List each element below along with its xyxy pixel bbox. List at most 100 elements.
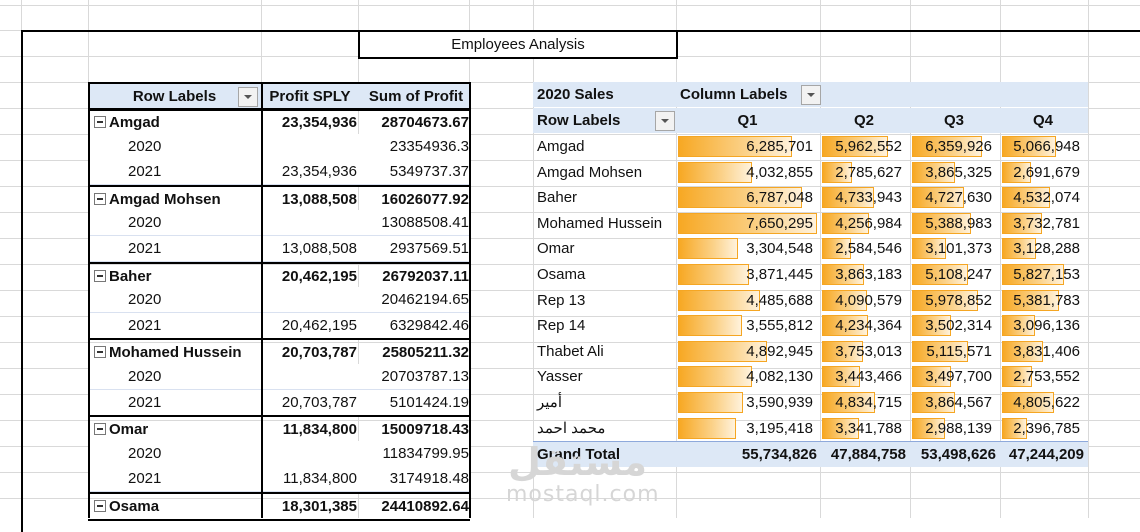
sum-of-profit-value[interactable]: 28704673.67 [381,114,469,131]
quarter-sales-cell[interactable]: 5,115,571 [912,340,996,362]
sum-of-profit-value[interactable]: 15009718.43 [381,421,469,439]
quarter-sales-cell[interactable]: 5,388,983 [912,212,996,234]
salesperson-label[interactable]: Osama [537,266,586,283]
quarter-sales-cell[interactable]: 3,502,314 [912,315,996,337]
profit-sply-value[interactable]: 20,462,195 [281,316,357,334]
quarter-sales-cell[interactable]: 3,096,136 [1002,315,1084,337]
quarter-sales-cell[interactable]: 2,691,679 [1002,161,1084,183]
quarter-sales-cell[interactable]: 4,727,630 [912,187,996,209]
salesperson-label[interactable]: Amgad Mohsen [537,163,643,181]
profit-sply-value[interactable] [263,134,357,159]
quarter-sales-cell[interactable]: 4,234,364 [822,315,906,337]
sum-of-profit-value[interactable]: 2937569.51 [389,240,469,257]
salesperson-label[interactable]: Omar [537,240,575,258]
grand-total-value[interactable]: 47,884,758 [830,446,906,464]
profit-sply-value[interactable]: 20,703,787 [281,344,357,362]
sum-of-profit-value[interactable]: 24410892.64 [381,498,469,515]
collapse-icon[interactable] [94,269,106,282]
quarter-sales-cell[interactable]: 3,863,183 [822,264,906,285]
profit-sply-value[interactable]: 11,834,800 [283,470,357,488]
quarter-sales-cell[interactable]: 4,532,074 [1002,187,1084,209]
quarter-sales-cell[interactable]: 2,753,552 [1002,366,1084,388]
salesperson-label[interactable]: Baher [537,189,578,207]
employee-label[interactable]: Mohamed Hussein [88,340,261,365]
quarter-sales-cell[interactable]: 3,341,788 [822,417,906,439]
profit-sply-value[interactable]: 13,088,508 [281,190,357,208]
sum-of-profit-value[interactable]: 20703787.13 [381,368,469,385]
sum-of-profit-value[interactable]: 6329842.46 [389,316,469,334]
quarter-sales-cell[interactable]: 4,485,688 [678,289,817,311]
sum-of-profit-value[interactable]: 16026077.92 [381,190,469,208]
quarter-sales-cell[interactable]: 3,865,325 [912,161,996,183]
sum-of-profit-value[interactable]: 11834799.95 [382,444,469,462]
quarter-sales-cell[interactable]: 2,785,627 [822,161,906,183]
profit-sply-value[interactable]: 23,354,936 [281,163,357,181]
profit-sply-value[interactable]: 20,703,787 [281,393,357,411]
quarter-sales-cell[interactable]: 2,584,546 [822,238,906,260]
quarter-sales-cell[interactable]: 3,555,812 [678,315,817,337]
salesperson-label[interactable]: Mohamed Hussein [537,214,663,232]
quarter-sales-cell[interactable]: 3,195,418 [678,417,817,439]
quarter-sales-cell[interactable]: 3,831,406 [1002,340,1084,362]
profit-sply-value[interactable]: 11,834,800 [282,421,357,439]
salesperson-label[interactable]: أمير [537,394,563,411]
profit-sply-header[interactable]: Profit SPLY [269,88,351,105]
collapse-icon[interactable] [94,423,106,436]
quarter-sales-cell[interactable]: 4,733,943 [822,187,906,209]
salesperson-label[interactable]: محمد احمد [537,419,606,437]
profit-sply-value[interactable]: 18,301,385 [281,498,357,515]
quarter-sales-cell[interactable]: 3,864,567 [912,392,996,413]
column-labels-header[interactable]: Column Labels [680,86,788,103]
column-labels-filter-button[interactable] [801,85,821,105]
quarter-sales-cell[interactable]: 4,256,984 [822,212,906,234]
grand-total-value[interactable]: 55,734,826 [741,446,817,464]
profit-sply-value[interactable] [263,210,357,235]
sum-of-profit-value[interactable]: 13088508.41 [381,214,469,232]
quarter-header[interactable]: Q4 [1032,112,1053,129]
quarter-sales-cell[interactable]: 5,108,247 [912,264,996,285]
quarter-sales-cell[interactable]: 4,082,130 [678,366,817,388]
sales-filter-label[interactable]: 2020 Sales [537,86,614,103]
quarter-sales-cell[interactable]: 3,753,013 [822,340,906,362]
quarter-sales-cell[interactable]: 2,396,785 [1002,417,1084,439]
collapse-icon[interactable] [94,192,106,205]
salesperson-label[interactable]: Rep 14 [537,317,586,335]
row-labels-filter-button[interactable] [238,87,258,107]
sum-of-profit-value[interactable]: 5349737.37 [389,163,469,181]
quarter-sales-cell[interactable]: 6,787,048 [678,187,817,209]
employee-label[interactable]: Amgad [88,110,261,135]
grand-total-value[interactable]: 47,244,209 [1008,446,1084,464]
quarter-sales-cell[interactable]: 3,732,781 [1002,212,1084,234]
sum-of-profit-header[interactable]: Sum of Profit [368,88,464,105]
quarter-sales-cell[interactable]: 4,834,715 [822,392,906,413]
quarter-sales-cell[interactable]: 5,827,153 [1002,264,1084,285]
profit-sply-value[interactable] [263,441,357,466]
sum-of-profit-value[interactable]: 26792037.11 [382,267,469,285]
quarter-sales-cell[interactable]: 3,443,466 [822,366,906,388]
quarter-sales-cell[interactable]: 5,962,552 [822,136,906,157]
salesperson-label[interactable]: Thabet Ali [537,342,604,360]
quarter-sales-cell[interactable]: 2,988,139 [912,417,996,439]
quarter-sales-cell[interactable]: 4,032,855 [678,161,817,183]
collapse-icon[interactable] [94,500,106,512]
quarter-sales-cell[interactable]: 3,871,445 [678,264,817,285]
quarter-header[interactable]: Q2 [853,112,874,129]
quarter-sales-cell[interactable]: 4,090,579 [822,289,906,311]
grand-total-label[interactable]: Grand Total [537,446,621,464]
quarter-sales-cell[interactable]: 5,381,783 [1002,289,1084,311]
grand-total-value[interactable]: 53,498,626 [920,446,996,464]
sum-of-profit-value[interactable]: 5101424.19 [389,393,469,411]
salesperson-label[interactable]: Yasser [537,368,583,386]
quarter-sales-cell[interactable]: 3,304,548 [678,238,817,260]
quarter-sales-cell[interactable]: 3,590,939 [678,392,817,413]
quarter-header[interactable]: Q1 [737,112,758,129]
quarter-sales-cell[interactable]: 7,650,295 [678,212,817,234]
profit-sply-value[interactable] [263,287,357,312]
quarter-sales-cell[interactable]: 4,892,945 [678,340,817,362]
quarter-header[interactable]: Q3 [943,112,964,129]
salesperson-label[interactable]: Amgad [537,138,585,155]
row-labels-filter-button[interactable] [655,111,675,131]
quarter-sales-cell[interactable]: 4,805,622 [1002,392,1084,413]
employee-label[interactable]: Amgad Mohsen [88,187,261,212]
profit-sply-value[interactable]: 13,088,508 [281,240,357,257]
